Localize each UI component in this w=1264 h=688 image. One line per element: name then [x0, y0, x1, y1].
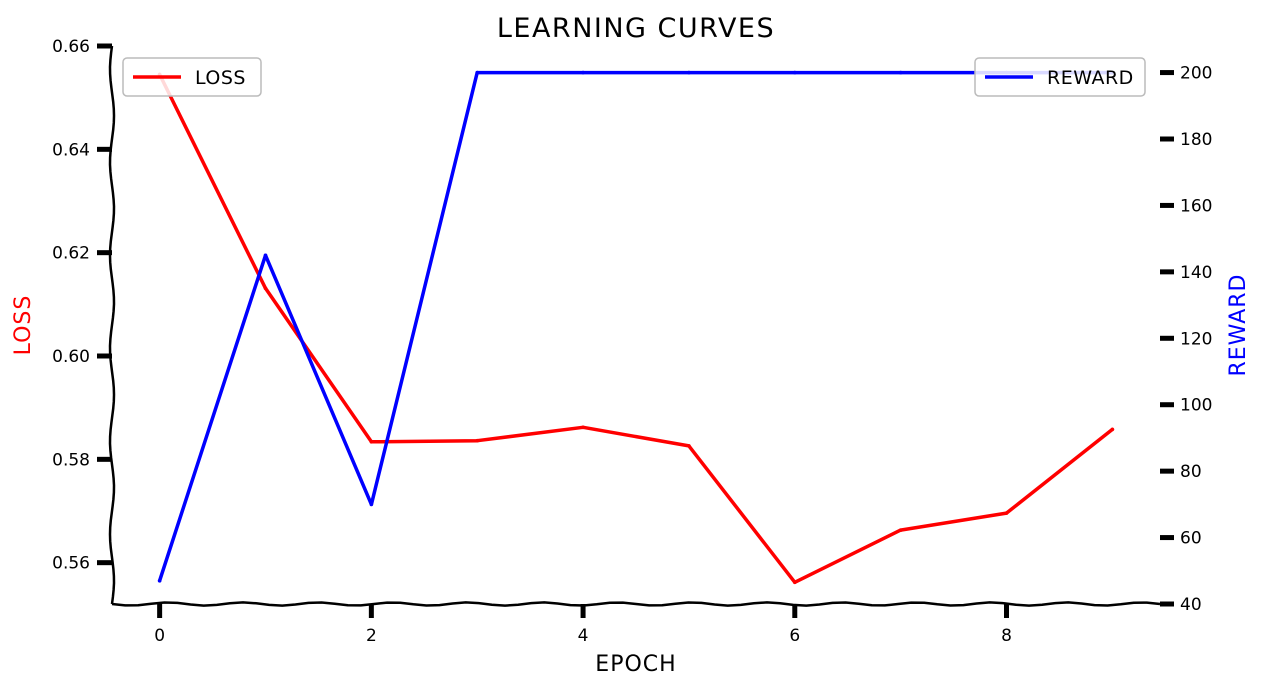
right-tick-label: 40: [1180, 595, 1202, 615]
data-point-loss: [1110, 427, 1115, 432]
left-tick-label: 0.64: [52, 140, 90, 160]
right-tick-label: 200: [1180, 64, 1212, 84]
left-spine: [108, 45, 116, 605]
right-tick-label: 140: [1180, 263, 1212, 283]
data-point-loss: [475, 438, 480, 443]
left-tick-label: 0.66: [52, 37, 90, 57]
series-line-reward: [157, 70, 1115, 583]
x-axis-label: EPOCH: [595, 652, 676, 677]
right-tick-label: 180: [1180, 130, 1212, 150]
chart-title: LEARNING CURVES: [497, 13, 775, 44]
data-point-reward: [263, 253, 268, 258]
left-axis-label: LOSS: [11, 295, 36, 356]
legend-box: [122, 57, 262, 97]
right-tick-label: 80: [1180, 462, 1202, 482]
data-point-loss: [1004, 511, 1009, 515]
x-tick-label: 6: [789, 626, 800, 646]
left-tick-label: 0.62: [52, 244, 90, 264]
data-point-reward: [792, 70, 797, 75]
legend-label: LOSS: [195, 67, 246, 89]
x-tick-label: 2: [366, 626, 377, 646]
right-axis-label: REWARD: [1226, 273, 1251, 376]
x-tick-label: 4: [578, 626, 589, 646]
right-tick-label: 160: [1180, 196, 1212, 216]
data-point-loss: [898, 528, 903, 532]
left-tick-label: 0.58: [52, 450, 90, 470]
data-point-loss: [263, 286, 268, 291]
data-point-reward: [687, 70, 691, 75]
legend-loss: LOSS: [122, 57, 262, 97]
data-point-loss: [792, 580, 797, 585]
legend-box: [974, 57, 1146, 97]
left-tick-label: 0.56: [52, 554, 90, 574]
data-point-loss: [581, 425, 585, 430]
data-point-reward: [898, 70, 903, 75]
right-tick-label: 120: [1180, 329, 1212, 349]
right-tick-label: 100: [1180, 396, 1212, 416]
data-point-reward: [157, 578, 162, 583]
right-tick-label: 60: [1180, 529, 1202, 549]
legend-label: REWARD: [1047, 67, 1134, 89]
data-point-reward: [369, 502, 374, 507]
legend-reward: REWARD: [974, 57, 1146, 97]
data-point-loss: [369, 439, 374, 444]
x-tick-label: 8: [1001, 626, 1012, 646]
series-line-loss: [157, 72, 1115, 585]
data-point-reward: [581, 70, 585, 75]
left-tick-label: 0.60: [52, 347, 90, 367]
data-point-loss: [687, 444, 691, 448]
data-point-reward: [475, 70, 480, 75]
bottom-spine: [111, 601, 1161, 607]
x-tick-label: 0: [154, 626, 165, 646]
